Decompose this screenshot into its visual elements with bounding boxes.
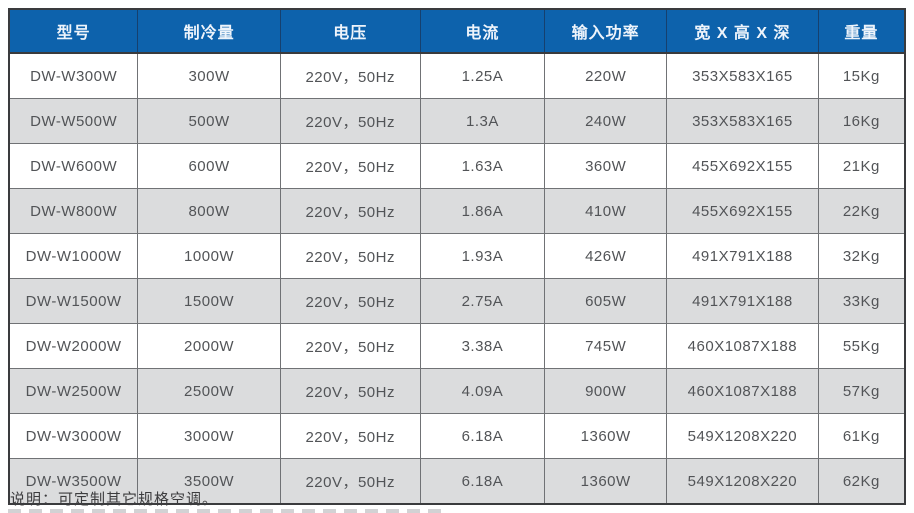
table-cell: 800W [137, 188, 281, 234]
table-cell: 745W [544, 323, 668, 369]
table-cell: DW-W300W [8, 52, 139, 99]
table-cell: 220V，50Hz [279, 458, 421, 505]
table-cell: 220W [544, 52, 668, 99]
table-cell: 220V，50Hz [279, 323, 421, 369]
column-header: 电流 [419, 8, 546, 54]
column-header: 重量 [817, 8, 906, 54]
table-cell: 220V，50Hz [279, 52, 421, 99]
table-row: DW-W300W 300W 220V，50Hz 1.25A 220W 353X583X16… [8, 52, 906, 99]
column-header: 型号 [8, 8, 139, 54]
table-cell: 2500W [137, 368, 281, 414]
table-cell: DW-W3500W [8, 458, 139, 505]
table-cell: 900W [544, 368, 668, 414]
table-cell: 455X692X155 [666, 143, 819, 189]
table-cell: DW-W600W [8, 143, 139, 189]
table-cell: 22Kg [817, 188, 906, 234]
table-cell: 55Kg [817, 323, 906, 369]
table-cell: 61Kg [817, 413, 906, 459]
table-row: DW-W600W 600W 220V，50Hz 1.63A 360W 455X692X15… [8, 143, 906, 189]
table-cell: 410W [544, 188, 668, 234]
table-cell: 33Kg [817, 278, 906, 324]
table-cell: DW-W3000W [8, 413, 139, 459]
column-header: 制冷量 [137, 8, 281, 54]
column-header: 输入功率 [544, 8, 668, 54]
table-cell: 549X1208X220 [666, 413, 819, 459]
table-cell: DW-W2500W [8, 368, 139, 414]
table-row: DW-W3000W 3000W 220V，50Hz 6.18A 1360W 549X120… [8, 413, 906, 459]
table-cell: 1.93A [419, 233, 546, 279]
table-cell: 1000W [137, 233, 281, 279]
table-cell: 455X692X155 [666, 188, 819, 234]
table-row: DW-W1000W 1000W 220V，50Hz 1.93A 426W 491X791X… [8, 233, 906, 279]
table-cell: 220V，50Hz [279, 413, 421, 459]
table-cell: 32Kg [817, 233, 906, 279]
table-cell: 15Kg [817, 52, 906, 99]
table-cell: 353X583X165 [666, 98, 819, 144]
table-cell: 549X1208X220 [666, 458, 819, 505]
table-row: DW-W1500W 1500W 220V，50Hz 2.75A 605W 491X791X… [8, 278, 906, 324]
table-cell: 1.25A [419, 52, 546, 99]
clipped-text-fragment [8, 509, 444, 513]
table-cell: 1.3A [419, 98, 546, 144]
table-cell: DW-W500W [8, 98, 139, 144]
table-row: DW-W3500W 3500W 220V，50Hz 6.18A 1360W 549X120… [8, 458, 906, 505]
table-cell: 220V，50Hz [279, 368, 421, 414]
table-cell: 6.18A [419, 413, 546, 459]
table-cell: 353X583X165 [666, 52, 819, 99]
table-cell: 300W [137, 52, 281, 99]
table-cell: 426W [544, 233, 668, 279]
table-row: DW-W2000W 2000W 220V，50Hz 3.38A 745W 460X1087… [8, 323, 906, 369]
table-cell: 360W [544, 143, 668, 189]
table-cell: DW-W1500W [8, 278, 139, 324]
table-cell: 6.18A [419, 458, 546, 505]
table-cell: 62Kg [817, 458, 906, 505]
table-cell: 500W [137, 98, 281, 144]
table-cell: 220V，50Hz [279, 278, 421, 324]
table-cell: 57Kg [817, 368, 906, 414]
table-cell: 491X791X188 [666, 233, 819, 279]
column-header: 宽 X 高 X 深 [666, 8, 819, 54]
table-cell: 16Kg [817, 98, 906, 144]
table-cell: 1360W [544, 458, 668, 505]
table-cell: 2.75A [419, 278, 546, 324]
table-cell: DW-W800W [8, 188, 139, 234]
table-cell: 600W [137, 143, 281, 189]
table-cell: 220V，50Hz [279, 188, 421, 234]
table-cell: DW-W1000W [8, 233, 139, 279]
note-text: 说明：可定制其它规格空调。 [10, 491, 219, 508]
table-cell: 460X1087X188 [666, 368, 819, 414]
table-cell: 1360W [544, 413, 668, 459]
table-cell: DW-W2000W [8, 323, 139, 369]
table-cell: 21Kg [817, 143, 906, 189]
table-cell: 4.09A [419, 368, 546, 414]
table-cell: 460X1087X188 [666, 323, 819, 369]
table-cell: 3000W [137, 413, 281, 459]
table-cell: 220V，50Hz [279, 98, 421, 144]
table-row: DW-W2500W 2500W 220V，50Hz 4.09A 900W 460X1087… [8, 368, 906, 414]
column-header: 电压 [279, 8, 421, 54]
table-cell: 605W [544, 278, 668, 324]
spec-table: 型号 制冷量 电压 电流 输入功率宽 X 高 X 深重量 DW-W300W 300W 220… [8, 8, 906, 505]
table-cell: 240W [544, 98, 668, 144]
table-cell: 1.86A [419, 188, 546, 234]
table-row: DW-W500W 500W 220V，50Hz 1.3A 240W 353X583X165… [8, 98, 906, 144]
table-body: DW-W300W 300W 220V，50Hz 1.25A 220W 353X583X16… [8, 52, 906, 505]
table-cell: 3.38A [419, 323, 546, 369]
table-cell: 2000W [137, 323, 281, 369]
table-cell: 491X791X188 [666, 278, 819, 324]
table-cell: 1.63A [419, 143, 546, 189]
table-row: DW-W800W 800W 220V，50Hz 1.86A 410W 455X692X15… [8, 188, 906, 234]
table-cell: 220V，50Hz [279, 233, 421, 279]
header-row: 型号 制冷量 电压 电流 输入功率宽 X 高 X 深重量 [8, 8, 906, 54]
table-cell: 1500W [137, 278, 281, 324]
table-cell: 220V，50Hz [279, 143, 421, 189]
